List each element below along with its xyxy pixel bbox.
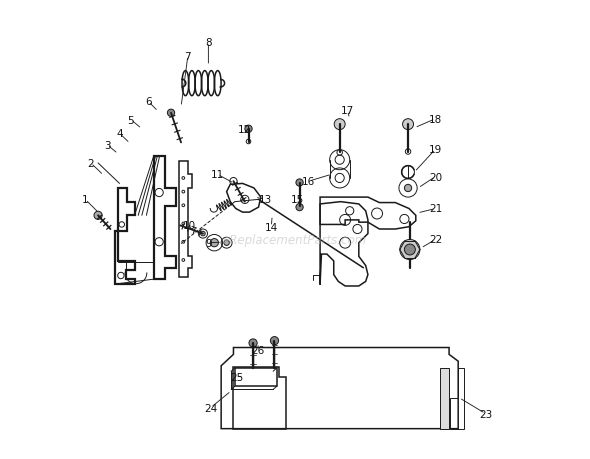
Circle shape (201, 232, 205, 236)
Circle shape (296, 204, 303, 211)
Text: 15: 15 (291, 195, 304, 205)
Circle shape (94, 212, 102, 220)
Text: 10: 10 (183, 221, 196, 231)
Text: 23: 23 (479, 409, 492, 419)
Text: 8: 8 (205, 38, 212, 48)
Text: 17: 17 (341, 106, 354, 116)
Circle shape (210, 239, 218, 247)
Text: 19: 19 (429, 145, 442, 155)
Text: 7: 7 (185, 52, 191, 62)
Text: 22: 22 (429, 235, 442, 245)
Text: 12: 12 (238, 124, 251, 134)
Text: 21: 21 (429, 204, 442, 214)
Text: 18: 18 (429, 114, 442, 124)
Polygon shape (440, 368, 449, 429)
Text: 11: 11 (211, 170, 224, 180)
Text: 1: 1 (82, 195, 88, 205)
Text: 4: 4 (116, 129, 123, 139)
Text: 5: 5 (127, 115, 134, 125)
Text: 26: 26 (251, 345, 264, 355)
Text: 3: 3 (104, 140, 110, 151)
Text: eReplacementParts.com: eReplacementParts.com (223, 233, 367, 246)
Circle shape (404, 185, 412, 192)
Text: 9: 9 (205, 238, 212, 248)
Text: 14: 14 (265, 222, 278, 232)
Circle shape (404, 245, 415, 255)
Circle shape (249, 339, 257, 347)
Text: 25: 25 (230, 372, 243, 382)
Circle shape (168, 110, 175, 117)
Circle shape (400, 240, 420, 260)
Text: 20: 20 (429, 172, 442, 182)
Circle shape (296, 179, 303, 187)
Circle shape (334, 119, 345, 130)
Circle shape (245, 126, 252, 133)
Text: 6: 6 (145, 97, 152, 107)
Circle shape (402, 119, 414, 130)
Circle shape (224, 241, 230, 246)
Circle shape (270, 337, 278, 345)
Text: 2: 2 (87, 158, 94, 168)
Text: 16: 16 (302, 177, 315, 187)
Text: 24: 24 (204, 403, 217, 413)
Text: 13: 13 (259, 195, 272, 205)
